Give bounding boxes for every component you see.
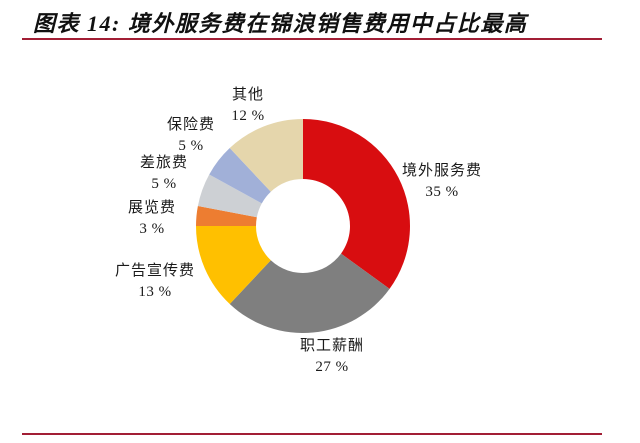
donut-slice-3 bbox=[196, 205, 257, 226]
donut-slice-0 bbox=[303, 119, 410, 289]
slice-label-3: 展览费 3 % bbox=[128, 198, 176, 240]
donut-slice-5 bbox=[209, 148, 271, 204]
slice-percentage: 35 % bbox=[425, 184, 459, 200]
slice-percentage: 12 % bbox=[231, 108, 265, 124]
slice-percentage: 3 % bbox=[139, 221, 165, 237]
title-underline-rule bbox=[22, 38, 602, 40]
slice-name: 职工薪酬 bbox=[299, 338, 365, 354]
donut-chart-canvas bbox=[196, 119, 410, 333]
bottom-rule bbox=[22, 433, 602, 435]
slice-label-0: 境外服务费 35 % bbox=[402, 161, 482, 203]
slice-name: 保险费 bbox=[166, 117, 216, 133]
slice-name: 展览费 bbox=[127, 200, 177, 216]
slice-label-6: 其他 12 % bbox=[231, 85, 264, 127]
slice-percentage: 13 % bbox=[138, 284, 172, 300]
donut-slice-4 bbox=[197, 174, 262, 218]
slice-name: 差旅费 bbox=[139, 155, 189, 171]
slice-percentage: 27 % bbox=[315, 359, 349, 375]
slice-name: 境外服务费 bbox=[401, 163, 483, 179]
donut-chart: 境外服务费 35 % 职工薪酬 27 % 广告宣传费 13 % 展览费 3 % 差旅费 5 % 保险… bbox=[0, 40, 640, 430]
donut-slice-2 bbox=[196, 226, 271, 304]
slice-label-2: 广告宣传费 13 % bbox=[115, 261, 195, 303]
slice-label-1: 职工薪酬 27 % bbox=[300, 336, 364, 378]
slice-name: 广告宣传费 bbox=[114, 263, 196, 279]
slice-percentage: 5 % bbox=[178, 138, 204, 154]
chart-title: 图表 14: 境外服务费在锦浪销售费用中占比最高 bbox=[33, 11, 528, 36]
slice-label-5: 保险费 5 % bbox=[167, 115, 215, 157]
donut-slice-1 bbox=[229, 253, 390, 333]
donut-slice-6 bbox=[229, 119, 303, 192]
slice-name: 其他 bbox=[231, 87, 264, 103]
slice-percentage: 5 % bbox=[151, 176, 177, 192]
slice-label-4: 差旅费 5 % bbox=[140, 153, 188, 195]
